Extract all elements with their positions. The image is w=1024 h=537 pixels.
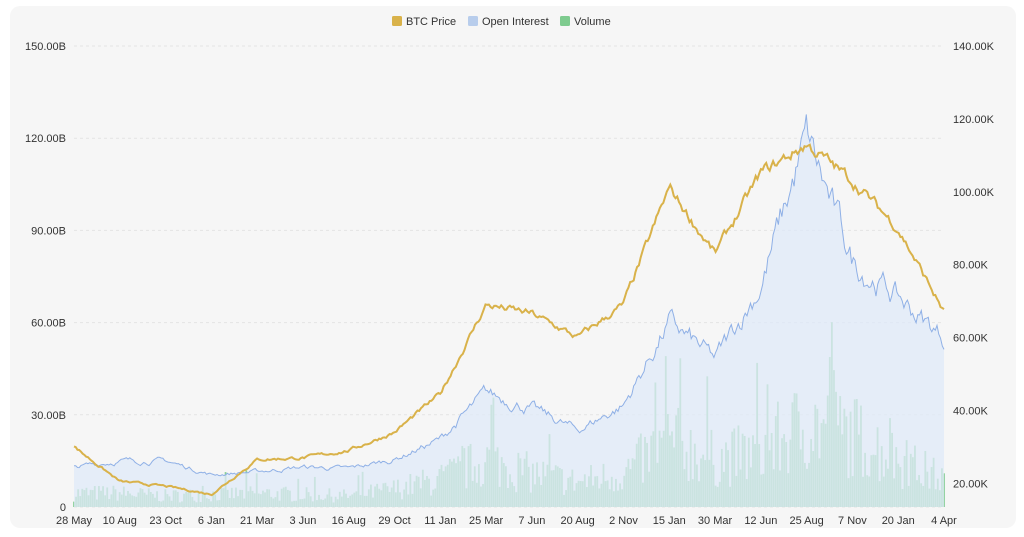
open-interest-area (74, 114, 944, 508)
axis-layer: 0 30.00B 60.00B 90.00B 120.00B 150.00B 20.00K 4… (25, 41, 995, 527)
y-left-tick-label: 0 (60, 502, 66, 514)
legend-swatch (468, 16, 478, 26)
x-tick-label: 3 Jun (289, 515, 316, 527)
y-right-tick-label: 120.00K (953, 114, 995, 126)
x-tick-label: 16 Aug (332, 515, 366, 527)
x-tick-label: 7 Nov (838, 515, 867, 527)
x-tick-label: 25 Mar (469, 515, 504, 527)
x-tick-label: 20 Jan (882, 515, 915, 527)
x-tick-label: 20 Aug (561, 515, 595, 527)
legend-label: Volume (574, 16, 611, 28)
x-tick-label: 6 Jan (198, 515, 225, 527)
y-left-tick-label: 60.00B (31, 318, 66, 330)
y-right-tick-label: 40.00K (953, 405, 989, 417)
x-tick-label: 12 Jun (744, 515, 777, 527)
y-right-tick-label: 80.00K (953, 260, 989, 272)
open-interest-line (74, 114, 945, 477)
y-left-tick-label: 150.00B (25, 41, 66, 53)
x-tick-label: 10 Aug (103, 515, 137, 527)
x-tick-label: 4 Apr (931, 515, 957, 527)
legend-swatch (392, 16, 402, 26)
x-tick-label: 21 Mar (240, 515, 275, 527)
btc-price-line (73, 143, 945, 497)
legend-label: Open Interest (482, 16, 549, 28)
y-right-tick-label: 20.00K (953, 478, 989, 490)
x-tick-label: 29 Oct (378, 515, 410, 527)
x-tick-label: 11 Jan (424, 515, 456, 527)
x-tick-label: 7 Jun (518, 515, 545, 527)
x-tick-label: 25 Aug (789, 515, 823, 527)
x-tick-label: 2 Nov (609, 515, 638, 527)
legend-label: BTC Price (406, 16, 456, 28)
y-right-tick-label: 100.00K (953, 187, 995, 199)
y-left-tick-label: 120.00B (25, 133, 66, 145)
x-tick-label: 30 Mar (698, 515, 733, 527)
x-tick-label: 28 May (56, 515, 93, 527)
y-right-tick-label: 140.00K (953, 41, 995, 53)
y-right-tick-label: 60.00K (953, 333, 989, 345)
legend-swatch (560, 16, 570, 26)
x-tick-label: 23 Oct (149, 515, 181, 527)
y-left-tick-label: 90.00B (31, 225, 66, 237)
btc-price-layer (73, 143, 945, 497)
x-tick-label: 15 Jan (653, 515, 686, 527)
legend: BTC Price Open Interest Volume (392, 16, 611, 28)
y-left-tick-label: 30.00B (31, 410, 66, 422)
open-interest-layer (74, 114, 945, 508)
